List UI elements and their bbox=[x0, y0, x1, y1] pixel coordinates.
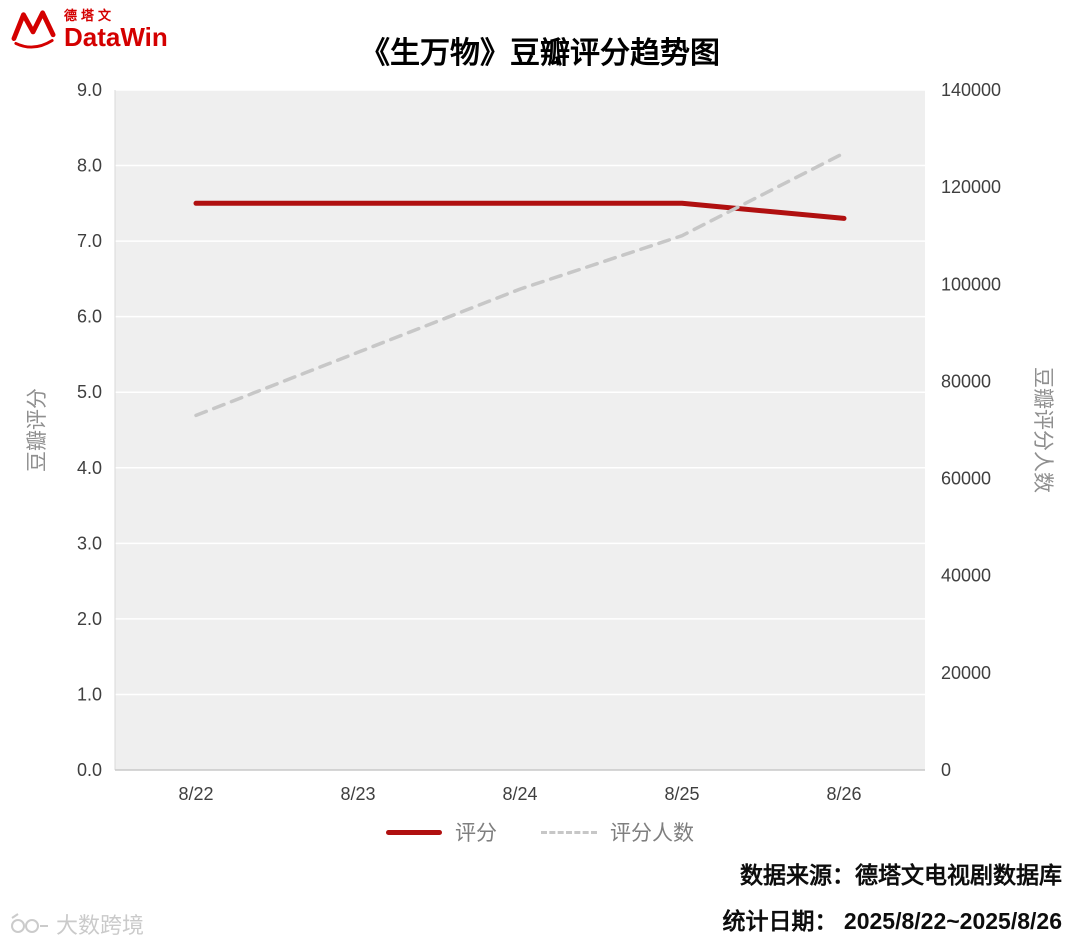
left-axis-tick: 7.0 bbox=[77, 231, 102, 251]
rating-line-swatch bbox=[386, 829, 442, 835]
datawin-logo: 德塔文 DataWin bbox=[10, 8, 168, 52]
right-axis-tick: 120000 bbox=[941, 177, 1001, 197]
page-title: 《生万物》豆瓣评分趋势图 bbox=[360, 37, 720, 70]
right-axis-tick: 20000 bbox=[941, 663, 991, 683]
left-axis-tick: 8.0 bbox=[77, 156, 102, 176]
date-range-note: 统计日期： 2025/8/22~2025/8/26 bbox=[722, 908, 1062, 934]
right-axis-tick: 40000 bbox=[941, 566, 991, 586]
x-axis-label: 8/24 bbox=[502, 784, 537, 804]
datawin-logo-text: 德塔文 DataWin bbox=[64, 7, 168, 52]
left-axis-tick: 6.0 bbox=[77, 307, 102, 327]
plot-area bbox=[115, 90, 925, 770]
right-axis-tick: 140000 bbox=[941, 80, 1001, 100]
watermark-icon bbox=[11, 913, 48, 933]
brand-en-label: DataWin bbox=[64, 21, 168, 52]
right-axis-tick: 100000 bbox=[941, 274, 1001, 294]
brand-cn-label: 德塔文 bbox=[64, 7, 116, 23]
left-axis-title: 豆瓣评分 bbox=[26, 388, 49, 472]
x-axis-label: 8/23 bbox=[340, 784, 375, 804]
left-axis-tick: 0.0 bbox=[77, 760, 102, 780]
left-axis-tick: 2.0 bbox=[77, 609, 102, 629]
right-axis-tick: 60000 bbox=[941, 469, 991, 489]
raters-line-swatch bbox=[541, 830, 597, 834]
left-axis-tick: 3.0 bbox=[77, 533, 102, 553]
series-line-评分人数 bbox=[194, 151, 846, 418]
x-axis-label: 8/26 bbox=[826, 784, 861, 804]
watermark-label: 大数跨境 bbox=[56, 913, 145, 938]
data-source-note: 数据来源：德塔文电视剧数据库 bbox=[740, 862, 1062, 888]
left-axis-tick: 4.0 bbox=[77, 458, 102, 478]
legend-item-raters: 评分人数 bbox=[541, 817, 694, 847]
datawin-logo-icon bbox=[11, 10, 56, 49]
left-axis-tick: 5.0 bbox=[77, 382, 102, 402]
watermark: 大数跨境 bbox=[10, 908, 144, 940]
chart-legend: 评分 评分人数 bbox=[0, 817, 1080, 847]
left-axis-tick: 9.0 bbox=[77, 80, 102, 100]
right-axis-title: 豆瓣评分人数 bbox=[1031, 367, 1054, 493]
right-axis-tick: 0 bbox=[941, 760, 951, 780]
x-axis-label: 8/25 bbox=[664, 784, 699, 804]
legend-label-rating: 评分 bbox=[455, 822, 497, 845]
legend-label-raters: 评分人数 bbox=[610, 822, 694, 845]
x-axis-label: 8/22 bbox=[178, 784, 213, 804]
left-axis-tick: 1.0 bbox=[77, 684, 102, 704]
right-axis-tick: 80000 bbox=[941, 371, 991, 391]
legend-item-rating: 评分 bbox=[386, 817, 497, 847]
